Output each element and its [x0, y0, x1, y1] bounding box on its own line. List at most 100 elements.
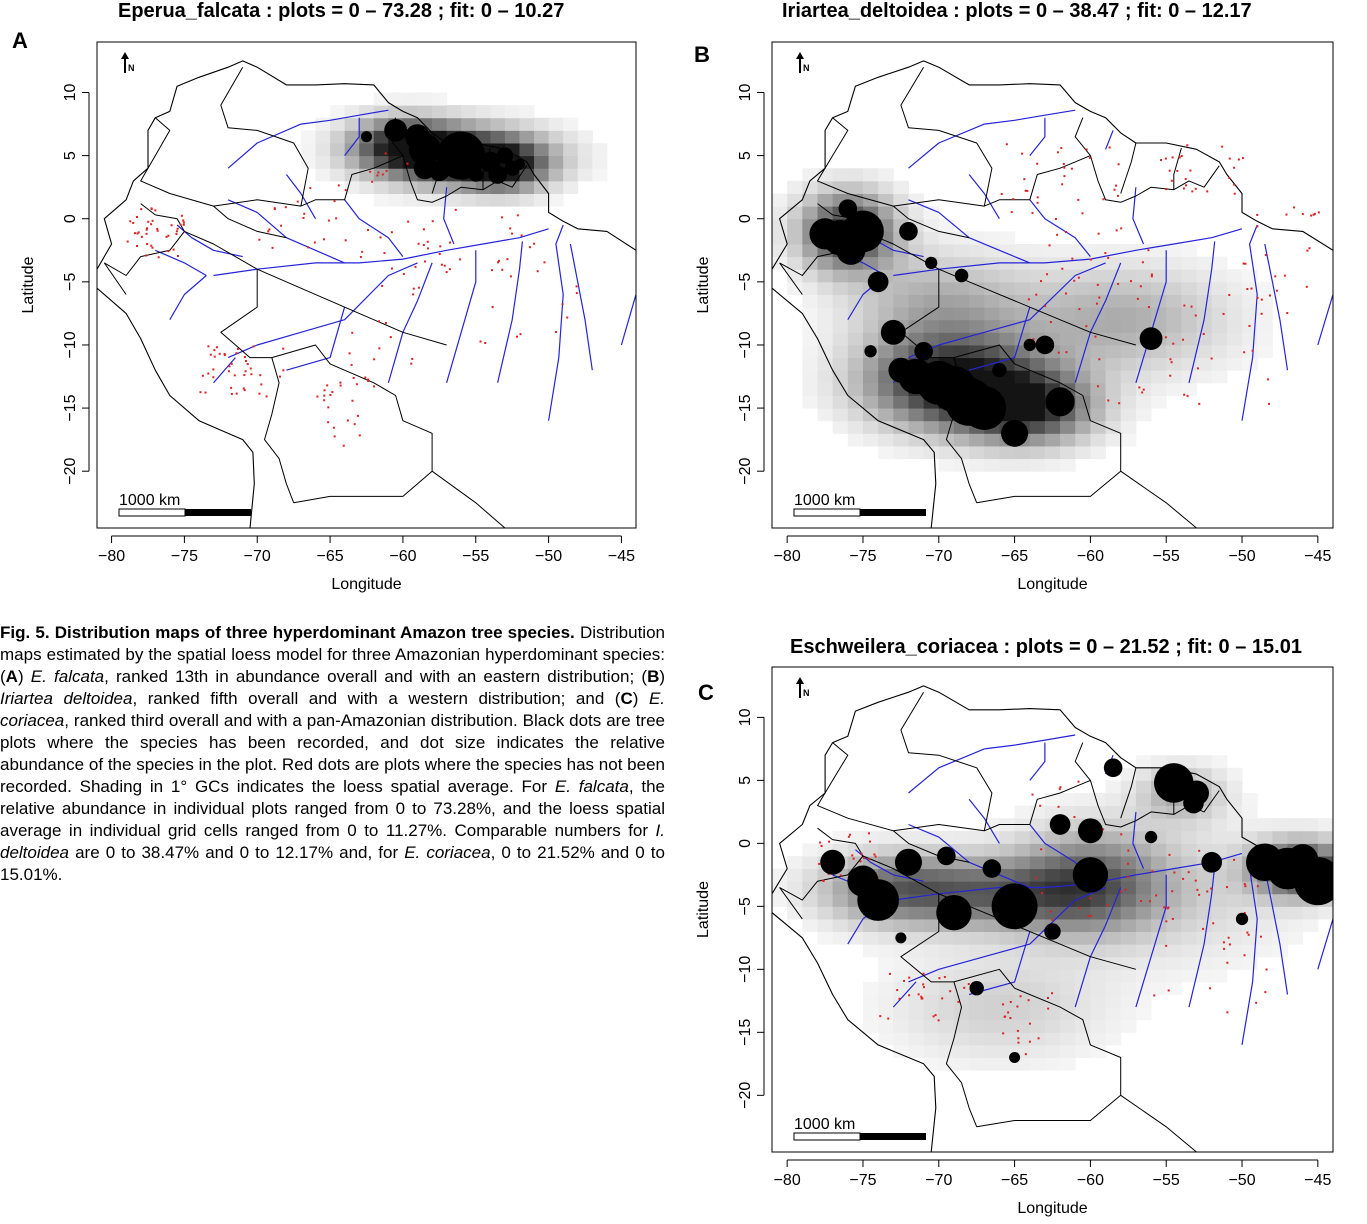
absent-plot-dot: [390, 267, 393, 270]
shading-cell: [1029, 918, 1046, 933]
coastline: [97, 287, 255, 528]
shading-cell: [1044, 1044, 1061, 1059]
caption-part: ): [17, 667, 31, 686]
shading-cell: [802, 370, 818, 384]
absent-plot-dot: [1104, 252, 1107, 255]
absent-plot-dot: [1136, 297, 1139, 300]
absent-plot-dot: [1246, 288, 1249, 291]
river-line: [1132, 187, 1145, 245]
shading-cell: [1120, 433, 1137, 447]
shading-cell: [1090, 792, 1107, 807]
shading-cell: [817, 206, 834, 220]
shading-cell: [1090, 805, 1107, 819]
absent-plot-dot: [227, 370, 230, 373]
shading-cell: [1060, 981, 1076, 996]
absent-plot-dot: [236, 347, 239, 350]
shading-cell: [1135, 868, 1152, 882]
shading-cell: [1166, 818, 1182, 832]
absent-plot-dot: [1078, 907, 1081, 910]
species-plot-dot: [513, 158, 525, 170]
absent-plot-dot: [1228, 157, 1231, 160]
absent-plot-dot: [373, 385, 376, 388]
figure-caption: Fig. 5. Distribution maps of three hyper…: [0, 622, 665, 886]
shading-cell: [1181, 818, 1198, 832]
shading-cell: [893, 180, 909, 194]
scale-bar: 1000 km: [793, 492, 926, 517]
shading-cell: [1060, 893, 1076, 907]
shading-cell: [772, 231, 788, 245]
shading-cell: [1120, 981, 1137, 996]
absent-plot-dot: [1194, 187, 1197, 190]
shading-cell: [1211, 918, 1228, 933]
species-plot-dot: [936, 894, 972, 931]
coastline: [97, 60, 636, 270]
y-tick-label: −10: [62, 331, 79, 358]
shading-cell: [832, 420, 849, 434]
absent-plot-dot: [385, 169, 388, 172]
absent-plot-dot: [1051, 992, 1054, 995]
shading-cell: [1075, 370, 1091, 384]
shading-cell: [1181, 370, 1198, 384]
shading-cell: [923, 206, 940, 220]
shading-cell: [563, 168, 579, 182]
shading-cell: [1014, 855, 1031, 870]
absent-plot-dot: [1090, 914, 1093, 917]
absent-plot-dot: [296, 200, 299, 203]
shading-cell: [1029, 357, 1046, 371]
species-plot-dot: [1144, 830, 1158, 844]
shading-cell: [1105, 906, 1122, 920]
shading-cell: [923, 243, 940, 258]
shading-cell: [1090, 281, 1107, 295]
shading-cell: [1075, 433, 1091, 447]
shading-cell: [923, 445, 940, 460]
absent-plot-dot: [1189, 169, 1192, 172]
shading-cell: [1181, 956, 1198, 970]
absent-plot-dot: [440, 263, 443, 266]
absent-plot-dot: [516, 214, 519, 217]
shading-cell: [1196, 755, 1213, 769]
absent-plot-dot: [439, 245, 442, 248]
shading-cell: [1181, 332, 1198, 346]
shading-cell: [1075, 906, 1091, 920]
absent-plot-dot: [957, 1000, 960, 1003]
shading-cell: [1029, 319, 1046, 333]
absent-plot-dot: [230, 386, 233, 389]
shading-cell: [832, 319, 849, 333]
shading-cell: [893, 281, 909, 295]
shading-cell: [1060, 307, 1076, 321]
absent-plot-dot: [249, 367, 252, 370]
x-tick-label: −50: [535, 548, 562, 565]
panel-a-label: A: [12, 28, 28, 53]
shading-cell: [938, 294, 955, 308]
shading-cell: [984, 830, 1000, 844]
caption-part: E. coriacea: [0, 689, 666, 730]
absent-plot-dot: [1124, 888, 1127, 891]
species-plot-dot: [962, 386, 1007, 430]
absent-plot-dot: [1228, 943, 1231, 946]
shading-cell: [908, 395, 925, 409]
absent-plot-dot: [207, 345, 210, 348]
shading-cell: [1181, 893, 1198, 907]
shading-cell: [1044, 294, 1061, 308]
shading-cell: [461, 117, 477, 131]
shading-cell: [893, 395, 909, 409]
shading-cell: [1075, 981, 1091, 996]
absent-plot-dot: [1165, 944, 1168, 947]
absent-plot-dot: [1012, 198, 1015, 201]
shading-cell: [908, 307, 925, 321]
shading-cell: [1151, 269, 1167, 283]
river-line: [1074, 887, 1122, 1008]
shading-cell: [893, 269, 909, 283]
shading-cell: [1302, 818, 1319, 832]
shading-cell: [938, 243, 955, 258]
absent-plot-dot: [1138, 386, 1141, 389]
absent-plot-dot: [133, 232, 136, 235]
shading-cell: [817, 256, 834, 270]
shading-cell: [1181, 344, 1198, 359]
shading-cell: [1287, 830, 1304, 844]
species-plot-dot: [1287, 844, 1319, 876]
shading-cell: [1060, 944, 1076, 958]
shading-cell: [908, 881, 925, 895]
shading-cell: [1120, 956, 1137, 970]
